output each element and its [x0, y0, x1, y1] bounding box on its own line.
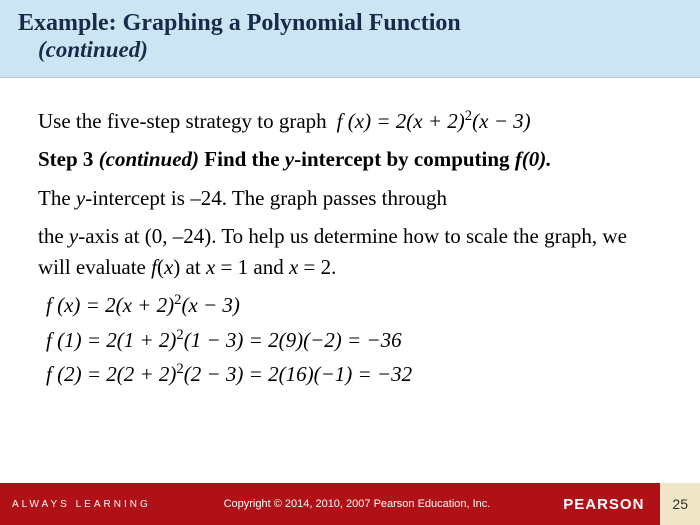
paragraph-1: The y-intercept is –24. The graph passes…: [38, 183, 662, 213]
equation-1: f (x) = 2(x + 2)2(x − 3): [46, 290, 662, 320]
footer-page-number: 25: [660, 483, 700, 525]
intro-formula: f (x) = 2(x + 2)2(x − 3): [337, 106, 531, 136]
step-label: Step 3: [38, 147, 93, 171]
step-instruction-y: y: [285, 147, 294, 171]
step-instruction-a: Find the: [204, 147, 285, 171]
slide-subtitle-continued: (continued): [38, 37, 682, 63]
intro-text: Use the five-step strategy to graph: [38, 106, 327, 136]
equation-3: f (2) = 2(2 + 2)2(2 − 3) = 2(16)(−1) = −…: [46, 359, 662, 389]
footer-copyright: Copyright © 2014, 2010, 2007 Pearson Edu…: [151, 498, 564, 510]
step-continued: (continued): [99, 147, 199, 171]
equation-block: f (x) = 2(x + 2)2(x − 3) f (1) = 2(1 + 2…: [46, 290, 662, 389]
footer-tagline: ALWAYS LEARNING: [0, 499, 151, 510]
paragraph-2: the y-axis at (0, –24). To help us deter…: [38, 221, 662, 282]
equation-2: f (1) = 2(1 + 2)2(1 − 3) = 2(9)(−2) = −3…: [46, 325, 662, 355]
step-instruction-c: f(0).: [515, 147, 552, 171]
slide-title: Example: Graphing a Polynomial Function: [18, 10, 682, 37]
slide-content: Use the five-step strategy to graph f (x…: [0, 78, 700, 390]
footer-brand: PEARSON: [563, 496, 654, 513]
slide-footer: ALWAYS LEARNING Copyright © 2014, 2010, …: [0, 483, 700, 525]
step-instruction-b2: -intercept by computing: [294, 147, 515, 171]
slide-header: Example: Graphing a Polynomial Function …: [0, 0, 700, 78]
intro-line: Use the five-step strategy to graph f (x…: [38, 106, 662, 136]
step-line: Step 3 (continued) Find the y-intercept …: [38, 144, 662, 174]
